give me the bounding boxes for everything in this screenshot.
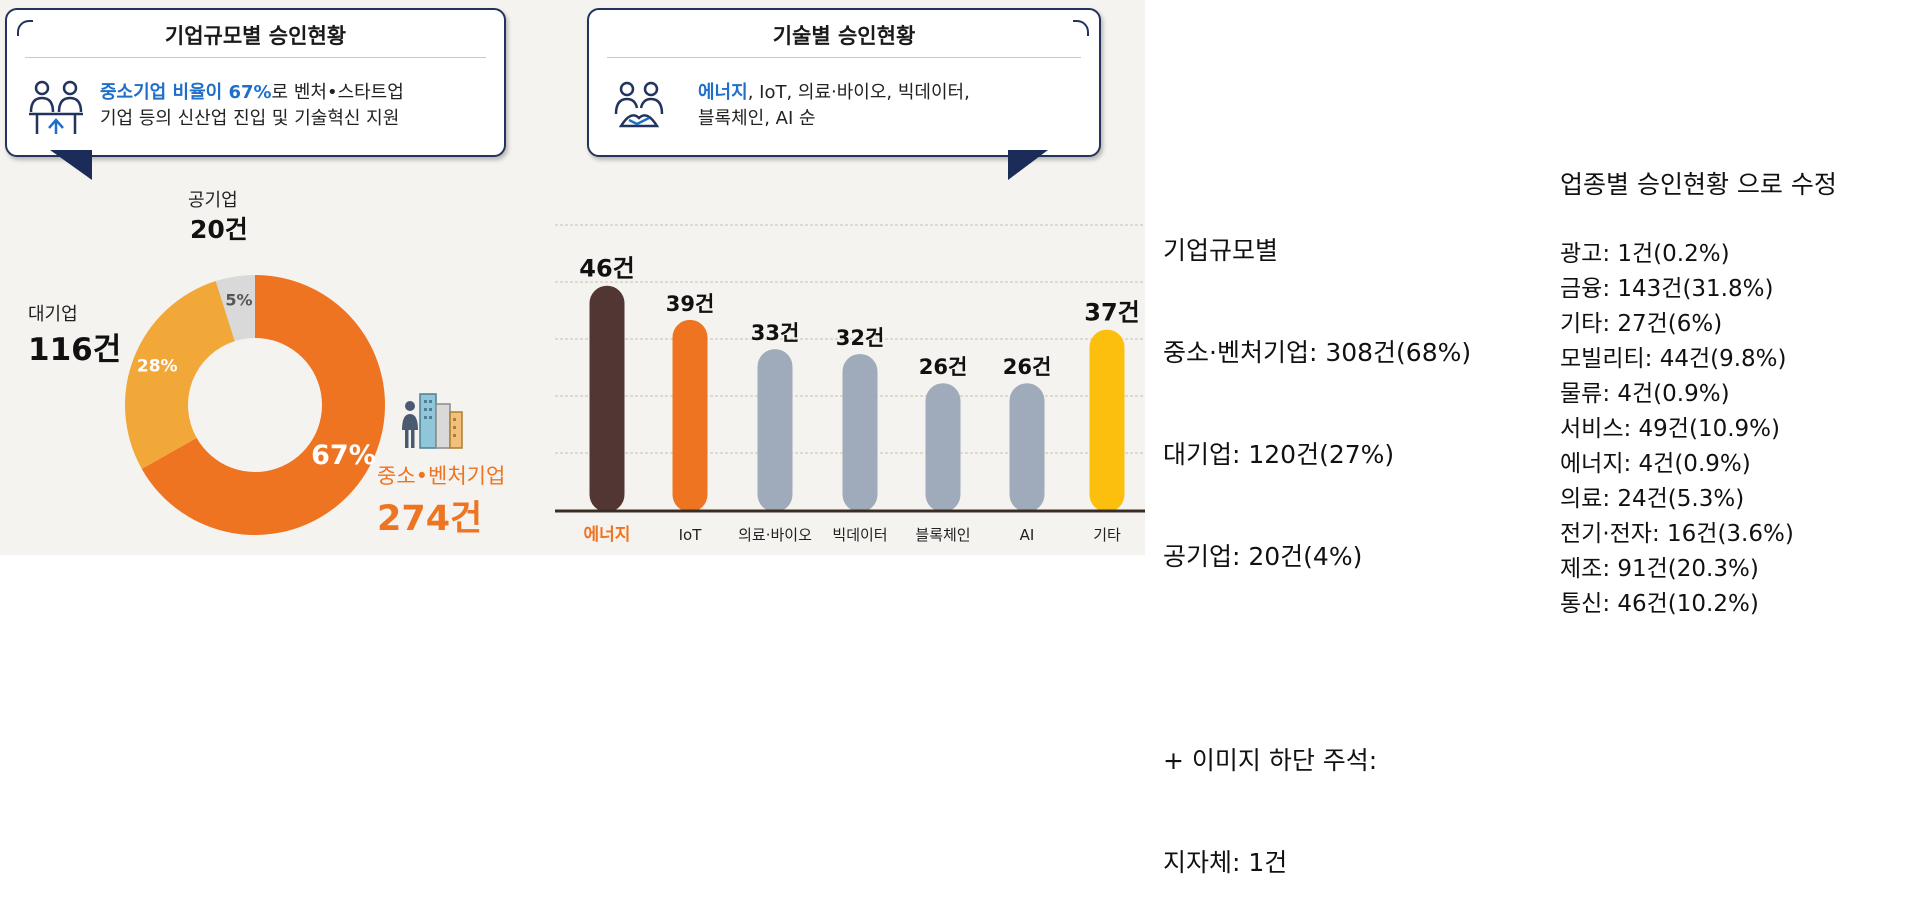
buildings-person-icon	[402, 393, 463, 449]
public-company-label: 공기업	[188, 190, 238, 211]
bar-category-label: 기타	[1093, 526, 1121, 544]
industry-item: 광고: 1건(0.2%)	[1560, 241, 1730, 267]
notes-spacer	[1560, 204, 1837, 237]
collaboration-icon	[614, 81, 664, 128]
bar-category-label: 에너지	[584, 525, 631, 545]
size-callout-tail	[50, 150, 92, 180]
size-callout-line2: 기업 등의 신산업 진입 및 기술혁신 지원	[100, 108, 400, 129]
notes-spacer	[1163, 642, 1471, 676]
bar	[925, 383, 961, 512]
bar-value-label: 37건	[1084, 299, 1139, 327]
donut-percent-label: 28%	[137, 356, 178, 376]
callout-divider	[25, 57, 486, 58]
tech-callout-line1-rest: , IoT, 의료‧바이오, 빅데이터,	[747, 82, 970, 103]
industry-item: 통신: 46건(10.2%)	[1560, 591, 1759, 617]
size-callout-line1-rest: 로 벤처•스타트업	[271, 82, 404, 103]
industry-item: 의료: 24건(5.3%)	[1560, 486, 1745, 512]
industry-item: 금융: 143건(31.8%)	[1560, 276, 1774, 302]
bar	[672, 319, 708, 512]
callout-divider	[607, 57, 1081, 58]
size-notes-line: 대기업: 120건(27%)	[1163, 440, 1395, 469]
bar	[589, 285, 625, 512]
tech-callout-tail	[1008, 150, 1048, 180]
size-callout: 기업규모별 승인현황 중소기업 비율이 67%로 벤처•스타트업 기업 등의 신…	[5, 8, 506, 157]
footnote-heading: + 이미지 하단 주석:	[1163, 746, 1378, 775]
bar	[757, 349, 793, 512]
donut-percent-label: 67%	[311, 440, 376, 471]
industry-item: 에너지: 4건(0.9%)	[1560, 451, 1751, 477]
bar-value-label: 39건	[666, 292, 715, 316]
industry-item: 기타: 27건(6%)	[1560, 311, 1723, 337]
bar	[842, 353, 878, 512]
bar	[1089, 329, 1125, 512]
bar-category-label: IoT	[679, 526, 703, 544]
industry-item: 모빌리티: 44건(9.8%)	[1560, 346, 1787, 372]
donut-percent-label: 5%	[225, 291, 252, 310]
tech-callout: 기술별 승인현황 에너지, IoT, 의료‧바이오, 빅데이터, 블록체인, A…	[587, 8, 1101, 157]
callout-corner	[17, 20, 33, 36]
industry-item: 제조: 91건(20.3%)	[1560, 556, 1759, 582]
bar-value-label: 46건	[579, 255, 634, 283]
size-notes-line: 공기업: 20건(4%)	[1163, 542, 1363, 571]
industry-item: 물류: 4건(0.9%)	[1560, 381, 1730, 407]
large-company-count: 116건	[28, 332, 122, 368]
bar-category-label: 블록체인	[915, 526, 970, 544]
donut-slice	[141, 275, 385, 535]
size-notes: 기업규모별 중소·벤처기업: 308건(68%) 대기업: 120건(27%) …	[1163, 166, 1471, 914]
size-notes-line: 중소·벤처기업: 308건(68%)	[1163, 338, 1472, 367]
callout-corner	[1073, 20, 1089, 36]
donut-slice	[125, 281, 235, 469]
bar-category-label: AI	[1020, 526, 1035, 544]
industry-notes-heading: 업종별 승인현황 으로 수정	[1560, 170, 1837, 199]
donut-slice	[215, 275, 255, 342]
industry-notes: 업종별 승인현황 으로 수정 광고: 1건(0.2%) 금융: 143건(31.8…	[1560, 166, 1837, 622]
bar-value-label: 33건	[751, 321, 800, 345]
size-callout-title: 기업규모별 승인현황	[164, 24, 347, 48]
bar-value-label: 26건	[919, 355, 968, 379]
size-callout-highlight: 중소기업 비율이 67%	[100, 82, 272, 103]
tech-callout-highlight: 에너지	[698, 82, 748, 103]
industry-item: 전기·전자: 16건(3.6%)	[1560, 521, 1794, 547]
company-size-donut-chart: 67% 28% 5%	[125, 275, 385, 535]
people-icon	[29, 80, 83, 134]
bar	[1009, 383, 1045, 512]
sme-venture-label: 중소•벤처기업	[377, 464, 506, 488]
industry-item: 서비스: 49건(10.9%)	[1560, 416, 1780, 442]
industry-list: 광고: 1건(0.2%) 금융: 143건(31.8%) 기타: 27건(6%) 모빌…	[1560, 237, 1837, 622]
bar-category-label: 의료‧바이오	[738, 526, 812, 544]
bar-value-label: 32건	[836, 326, 885, 350]
sme-venture-count: 274건	[377, 499, 483, 539]
tech-callout-title: 기술별 승인현황	[772, 24, 916, 48]
tech-callout-line1: 에너지, IoT, 의료‧바이오, 빅데이터,	[698, 80, 970, 106]
public-company-count: 20건	[190, 215, 248, 244]
large-company-label: 대기업	[28, 304, 78, 325]
bar-category-label: 빅데이터	[832, 526, 887, 544]
size-notes-heading: 기업규모별	[1163, 236, 1279, 265]
size-callout-line1: 중소기업 비율이 67%로 벤처•스타트업	[100, 80, 404, 106]
bar-value-label: 26건	[1003, 355, 1052, 379]
tech-callout-line2: 블록체인, AI 순	[698, 108, 816, 129]
footnote-line: 지자체: 1건	[1163, 848, 1288, 877]
